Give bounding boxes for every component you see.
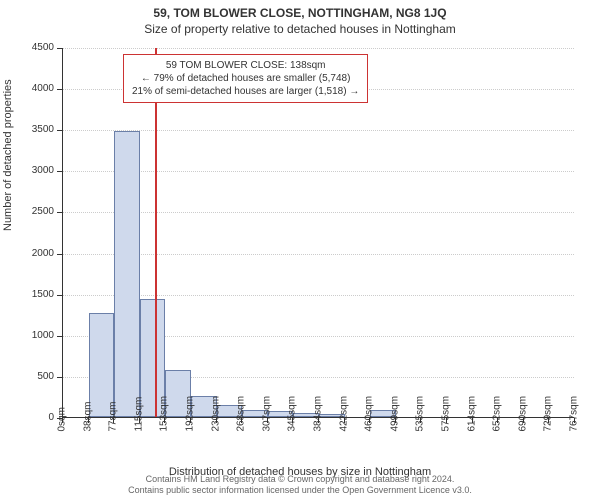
y-tick-label: 3500 <box>14 124 54 135</box>
footer-line-2: Contains public sector information licen… <box>0 485 600 496</box>
y-tick-mark <box>57 89 62 90</box>
annotation-line-2: ← 79% of detached houses are smaller (5,… <box>132 72 359 85</box>
y-tick-label: 2000 <box>14 248 54 259</box>
y-tick-mark <box>57 171 62 172</box>
reference-line <box>155 48 157 417</box>
y-tick-label: 4000 <box>14 83 54 94</box>
y-tick-label: 500 <box>14 371 54 382</box>
y-tick-mark <box>57 295 62 296</box>
histogram-bar <box>114 131 140 417</box>
y-tick-label: 0 <box>14 412 54 423</box>
page-subtitle: Size of property relative to detached ho… <box>0 20 600 36</box>
footer-line-1: Contains HM Land Registry data © Crown c… <box>0 474 600 485</box>
page-title: 59, TOM BLOWER CLOSE, NOTTINGHAM, NG8 1J… <box>0 0 600 20</box>
y-tick-mark <box>57 48 62 49</box>
annotation-line-1: 59 TOM BLOWER CLOSE: 138sqm <box>132 59 359 72</box>
y-tick-label: 4500 <box>14 42 54 53</box>
y-tick-mark <box>57 212 62 213</box>
annotation-line-3: 21% of semi-detached houses are larger (… <box>132 85 359 98</box>
y-tick-mark <box>57 377 62 378</box>
chart-container: 59, TOM BLOWER CLOSE, NOTTINGHAM, NG8 1J… <box>0 0 600 500</box>
y-tick-mark <box>57 336 62 337</box>
y-tick-label: 3000 <box>14 165 54 176</box>
footer: Contains HM Land Registry data © Crown c… <box>0 474 600 496</box>
annotation-box: 59 TOM BLOWER CLOSE: 138sqm ← 79% of det… <box>123 54 368 103</box>
y-tick-label: 1000 <box>14 330 54 341</box>
y-tick-label: 2500 <box>14 206 54 217</box>
plot-area: 59 TOM BLOWER CLOSE: 138sqm ← 79% of det… <box>62 48 574 418</box>
y-tick-mark <box>57 254 62 255</box>
y-tick-label: 1500 <box>14 289 54 300</box>
gridline <box>63 48 574 49</box>
y-tick-mark <box>57 130 62 131</box>
